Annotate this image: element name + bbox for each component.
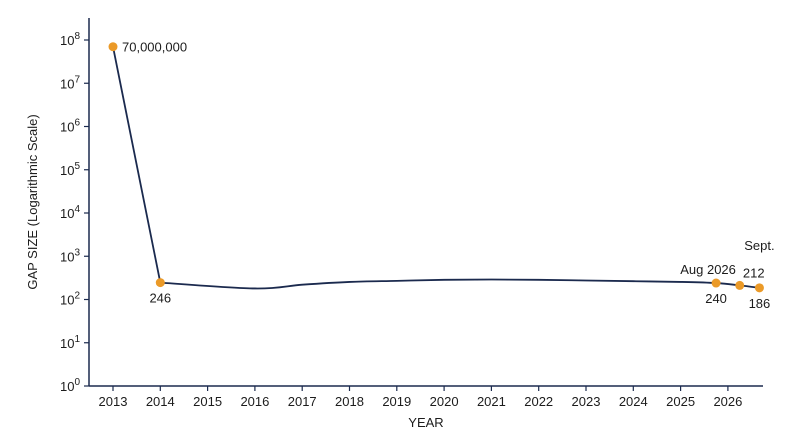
data-label: 186 (749, 296, 771, 311)
y-tick-label: 104 (60, 204, 80, 221)
y-tick-label: 101 (60, 334, 80, 351)
y-tick-label: 105 (60, 161, 80, 178)
y-tick-label: 107 (60, 74, 80, 91)
markers (108, 42, 764, 293)
x-axis-title: YEAR (408, 415, 443, 430)
x-ticks: 2013 2014 2015 2016 2017 2018 2019 2020 2021 2022… (99, 386, 742, 409)
x-tick-label: 2015 (193, 394, 222, 409)
y-tick-label: 102 (60, 291, 80, 308)
x-tick-label: 2022 (524, 394, 553, 409)
data-label: Aug 2026 (680, 262, 736, 277)
x-tick-label: 2021 (477, 394, 506, 409)
data-point (711, 278, 721, 288)
series-line (112, 46, 760, 290)
x-tick-label: 2013 (99, 394, 128, 409)
axes (88, 18, 763, 387)
data-label: 246 (149, 291, 171, 306)
y-tick-label: 108 (60, 31, 80, 48)
x-tick-label: 2018 (335, 394, 364, 409)
x-tick-label: 2016 (240, 394, 269, 409)
data-point (108, 42, 118, 52)
data-label: 70,000,000 (122, 40, 187, 55)
data-point (155, 278, 165, 288)
x-tick-label: 2024 (619, 394, 648, 409)
y-axis-title: GAP SIZE (Logarithmic Scale) (25, 114, 40, 289)
data-label: 240 (705, 291, 727, 306)
x-tick-label: 2026 (713, 394, 742, 409)
x-tick-label: 2017 (288, 394, 317, 409)
y-tick-label: 106 (60, 118, 80, 135)
x-tick-label: 2025 (666, 394, 695, 409)
data-label: 212 (743, 265, 765, 280)
data-point (754, 283, 764, 293)
data-labels: 70,000,000 246 Aug 2026 240 212 Sept. 186 (122, 40, 775, 311)
x-tick-label: 2019 (382, 394, 411, 409)
data-point (735, 280, 745, 290)
x-tick-label: 2014 (146, 394, 175, 409)
x-tick-label: 2023 (572, 394, 601, 409)
y-ticks: 100 101 102 103 104 105 106 107 108 (60, 31, 89, 394)
x-tick-label: 2020 (430, 394, 459, 409)
data-label: Sept. (744, 238, 774, 253)
y-tick-label: 103 (60, 247, 80, 264)
y-tick-label: 100 (60, 377, 80, 394)
